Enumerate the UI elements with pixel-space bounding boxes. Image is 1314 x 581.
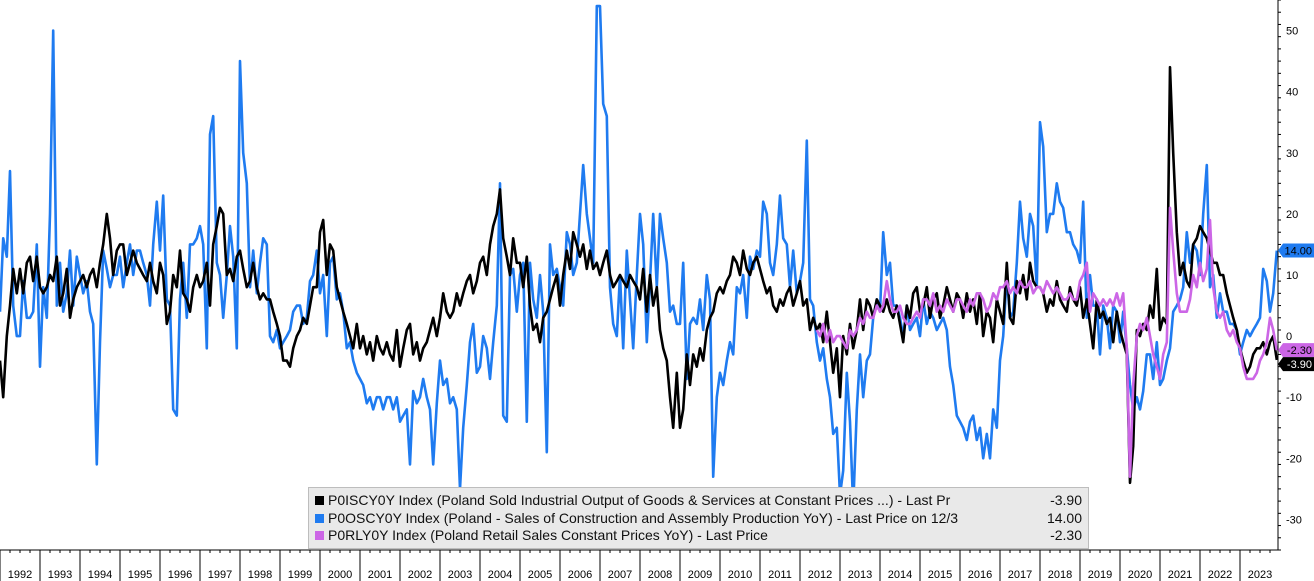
legend-swatch-blue [315,513,324,523]
badge-value: -2.30 [1287,345,1312,357]
x-tick-label: 2022 [1208,569,1232,581]
y-tick-label: -10 [1286,392,1302,404]
x-tick-label: 2019 [1088,569,1112,581]
y-tick-label: 10 [1286,270,1298,282]
legend-value: -2.30 [1050,527,1082,543]
badge-value: 14.00 [1284,246,1312,258]
legend-entry-construction: P0OSCY0Y Index (Poland - Sales of Constr… [315,510,1082,528]
x-tick-label: 1996 [168,569,192,581]
legend-swatch-purple [315,531,324,541]
last-price-badge-0: 14.00 [1278,243,1314,258]
legend-label: P0ISCY0Y Index (Poland Sold Industrial O… [328,492,951,508]
legend-entry-retail-sales: P0RLY0Y Index (Poland Retail Sales Const… [315,527,1082,545]
x-axis: 1992 1993 1994 1995 1996 1997 1998 1999 2000 2001… [0,549,1278,581]
badge-shape [1278,343,1314,358]
x-tick-label: 2018 [1048,569,1072,581]
x-tick-label: 1992 [8,569,32,581]
x-tick-label: 2001 [368,569,392,581]
x-tick-label: 2020 [1128,569,1152,581]
y-tick-label: 20 [1286,209,1298,221]
x-tick-label: 2015 [928,569,952,581]
x-tick-label: 1993 [48,569,72,581]
x-tick-label: 2008 [648,569,672,581]
x-tick-label: 1999 [288,569,312,581]
series-line-0 [0,4,1279,509]
y-axis: -30 -20 -10 0 10 20 30 40 50 [1277,0,1302,551]
last-price-badge-2: -2.30 [1278,343,1314,358]
last-price-badges: 14.00 -2.30 -3.90 [1278,243,1314,372]
legend-label: P0OSCY0Y Index (Poland - Sales of Constr… [328,509,959,526]
x-tick-label: 2004 [488,569,512,581]
x-tick-label: 2005 [528,569,552,581]
x-tick-label: 1995 [128,569,152,581]
chart-legend: P0ISCY0Y Index (Poland Sold Industrial O… [308,487,1089,549]
x-tick-label: 1994 [88,569,112,581]
badge-value: -3.90 [1287,359,1312,371]
y-tick-label: -30 [1286,514,1302,526]
last-price-badge-1: -3.90 [1278,357,1314,372]
x-tick-label: 2016 [968,569,992,581]
x-tick-label: 2011 [768,569,792,581]
x-tick-label: 2012 [808,569,832,581]
series-layer [0,4,1279,509]
badge-shape [1278,243,1314,258]
x-tick-label: 2002 [408,569,432,581]
x-tick-label: 2010 [728,569,752,581]
x-tick-label: 2009 [688,569,712,581]
series-line-2 [815,206,1279,478]
x-tick-label: 2003 [448,569,472,581]
x-tick-label: 2021 [1168,569,1192,581]
y-tick-label: -20 [1286,453,1302,465]
x-tick-label: 2017 [1008,569,1032,581]
x-tick-label: 2013 [848,569,872,581]
x-tick-label: 2014 [888,569,912,581]
x-tick-label: 2006 [568,569,592,581]
x-tick-label: 2023 [1248,569,1272,581]
y-tick-label: 0 [1286,331,1292,343]
legend-entry-industrial-output: P0ISCY0Y Index (Poland Sold Industrial O… [315,492,1082,510]
y-tick-label: 50 [1286,26,1298,38]
legend-swatch-black [315,496,324,506]
x-tick-label: 1997 [208,569,232,581]
badge-shape [1278,357,1314,372]
legend-label: P0RLY0Y Index (Poland Retail Sales Const… [328,527,768,543]
legend-value: 14.00 [1046,509,1082,526]
series-line-1 [0,65,1279,485]
x-tick-label: 1998 [248,569,272,581]
x-tick-label: 2000 [328,569,352,581]
y-tick-label: 30 [1286,148,1298,160]
y-tick-label: 40 [1286,87,1298,99]
legend-value: -3.90 [1050,492,1082,508]
x-tick-label: 2007 [608,569,632,581]
